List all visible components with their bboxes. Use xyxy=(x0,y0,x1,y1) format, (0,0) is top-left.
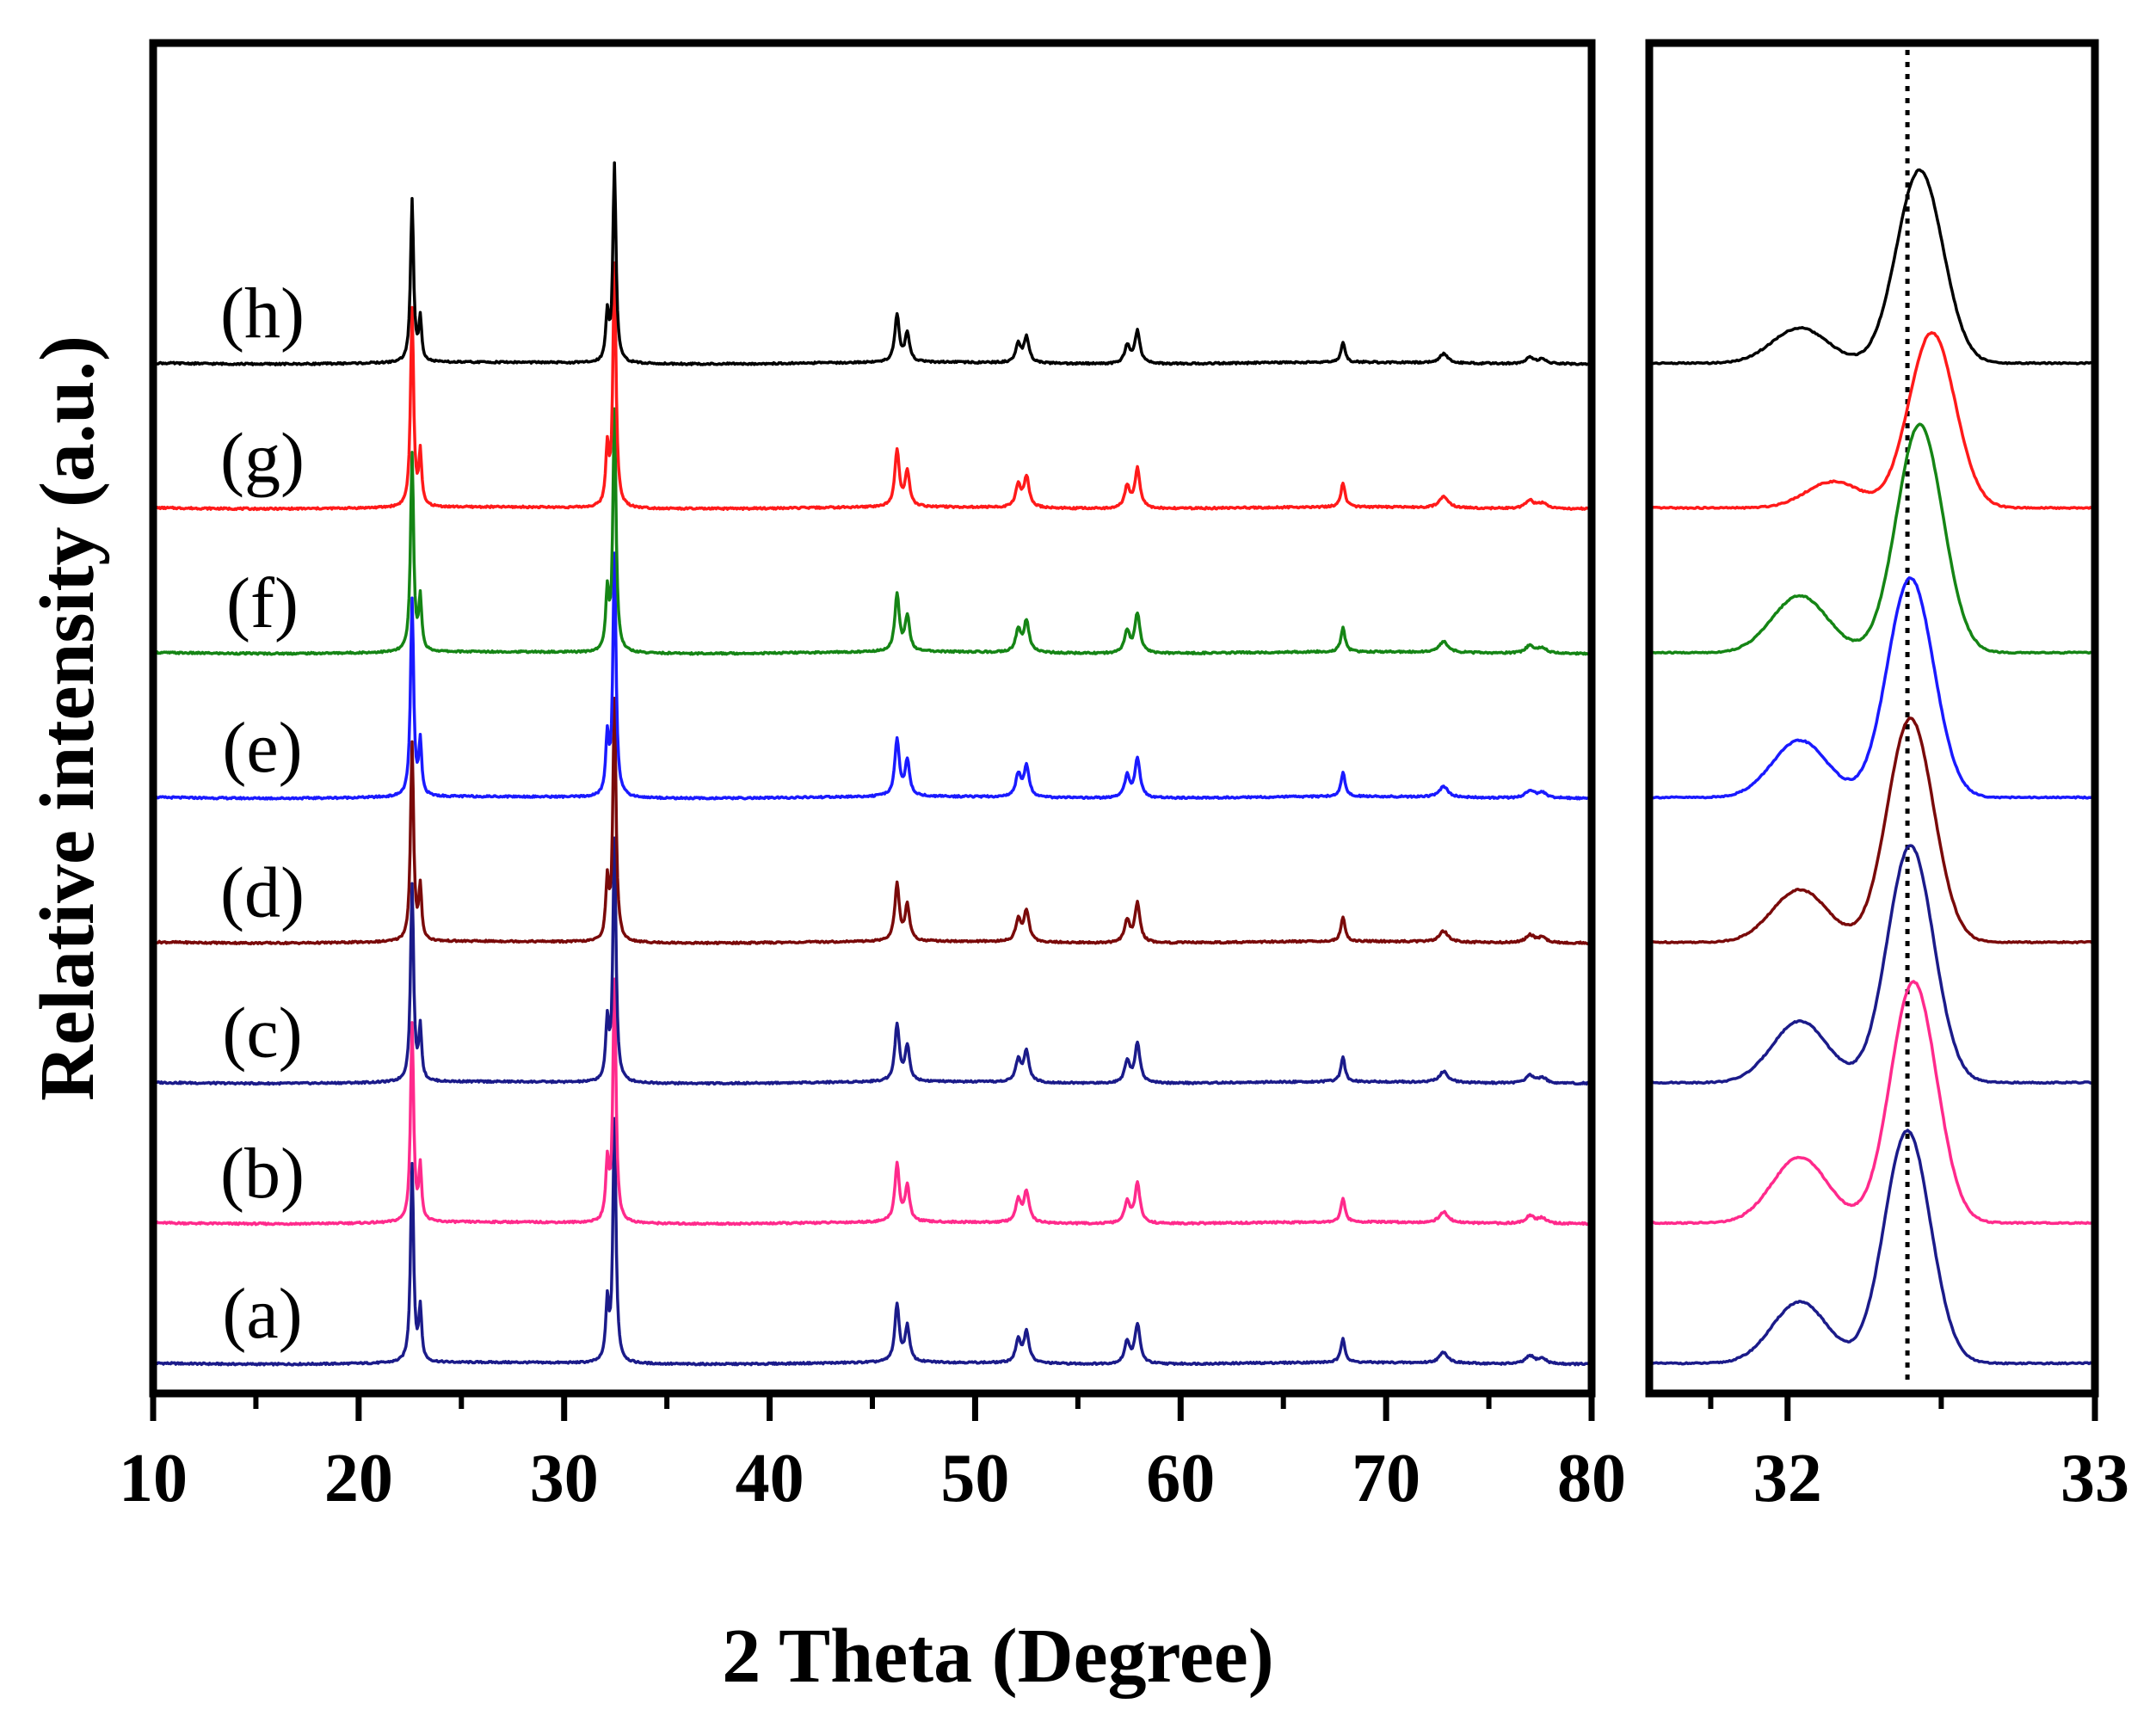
x-axis-title: 2 Theta (Degree) xyxy=(722,1614,1273,1699)
zoom-series-line-d xyxy=(1648,716,2096,944)
zoom-x-tick-label-33: 33 xyxy=(2061,1441,2129,1516)
series-label-d: (d) xyxy=(220,852,305,932)
x-tick-label-30: 30 xyxy=(530,1441,599,1516)
series-label-g: (g) xyxy=(220,419,305,499)
main-plot-frame xyxy=(149,39,1596,1398)
series-line-a xyxy=(151,1116,1592,1367)
zoom-series-line-b xyxy=(1648,980,2096,1226)
zoom-panel: 32 33 xyxy=(1645,39,2129,1516)
series-label-h: (h) xyxy=(220,274,305,354)
x-tick-label-40: 40 xyxy=(736,1441,804,1516)
zoom-series-line-g xyxy=(1648,331,2096,511)
series-line-g xyxy=(152,261,1592,512)
series-line-e xyxy=(152,551,1593,801)
zoom-x-tick-label-32: 32 xyxy=(1753,1441,1822,1516)
series-label-a: (a) xyxy=(222,1274,302,1354)
zoom-series-line-h xyxy=(1648,168,2096,366)
series-label-f: (f) xyxy=(226,563,299,643)
series-line-h xyxy=(151,161,1593,366)
zoom-x-ticks: 32 33 xyxy=(1708,1393,2129,1516)
x-tick-label-10: 10 xyxy=(119,1441,188,1516)
series-line-d xyxy=(151,696,1593,946)
series-line-c xyxy=(152,836,1592,1086)
x-tick-label-70: 70 xyxy=(1352,1441,1420,1516)
series-label-c: (c) xyxy=(222,993,302,1073)
zoom-series-line-f xyxy=(1648,422,2096,655)
x-tick-label-60: 60 xyxy=(1146,1441,1215,1516)
x-tick-label-80: 80 xyxy=(1557,1441,1626,1516)
x-tick-label-20: 20 xyxy=(324,1441,393,1516)
zoom-series-group xyxy=(1648,168,2096,1366)
main-x-ticks: 10 20 30 40 50 60 70 80 xyxy=(119,1393,1626,1516)
zoom-series-line-c xyxy=(1648,844,2096,1085)
main-series-group xyxy=(151,161,1593,1367)
series-line-f xyxy=(152,407,1593,656)
x-tick-label-50: 50 xyxy=(940,1441,1009,1516)
zoom-series-line-e xyxy=(1648,576,2096,800)
main-panel: (a) (b) (c) (d) (e) (f) (g) (h) 10 20 30 40 50 60 70 8… xyxy=(119,39,1626,1516)
series-labels: (a) (b) (c) (d) (e) (f) (g) (h) xyxy=(220,274,305,1354)
zoom-plot-frame xyxy=(1645,39,2099,1398)
y-axis-title: Relative intensity (a.u.) xyxy=(25,335,110,1101)
series-line-b xyxy=(152,977,1592,1227)
series-label-e: (e) xyxy=(222,708,302,788)
zoom-series-line-a xyxy=(1648,1129,2096,1366)
series-label-b: (b) xyxy=(220,1134,305,1214)
